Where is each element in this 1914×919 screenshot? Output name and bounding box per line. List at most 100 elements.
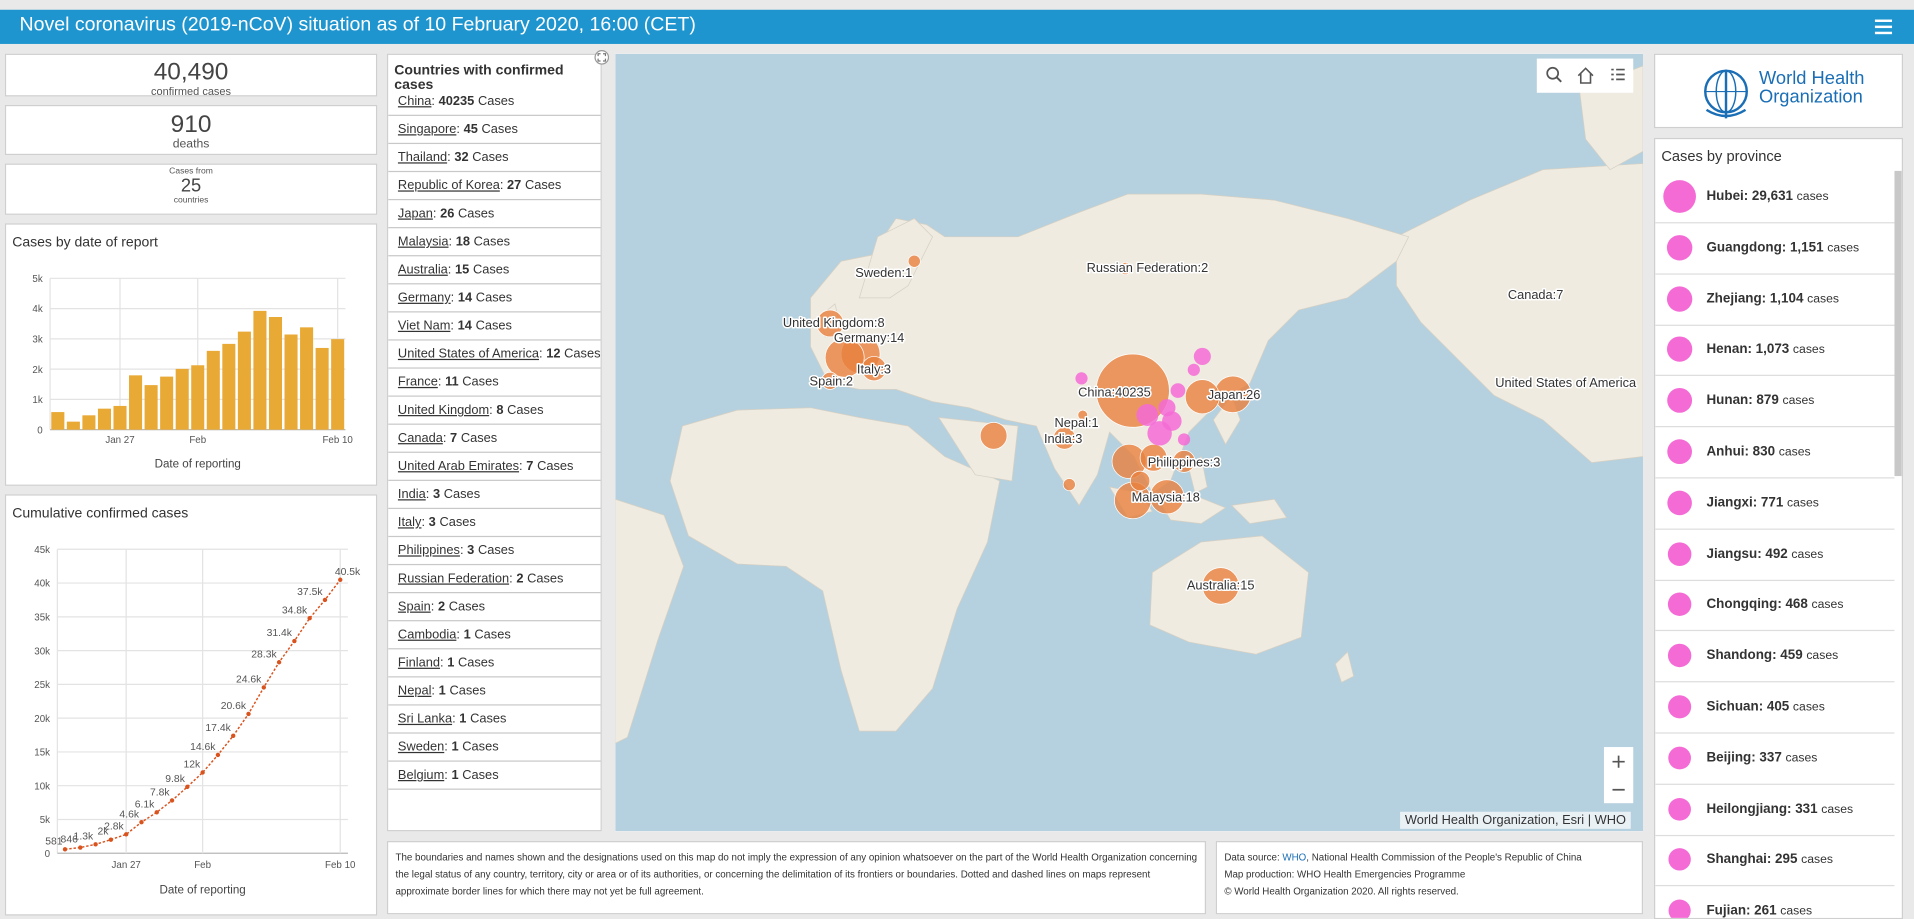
menu-button[interactable] — [1874, 18, 1894, 35]
punct: : — [452, 711, 456, 727]
province-cases: 459 — [1780, 648, 1803, 664]
country-row: Belgium: 1 Cases — [388, 762, 601, 790]
province-name: Chongqing: — [1706, 597, 1782, 613]
province-row: Guangdong: 1,151 cases — [1655, 222, 1895, 275]
bar — [97, 408, 111, 430]
value-label: 2k — [97, 827, 109, 838]
province-name: Anhui: — [1706, 444, 1749, 459]
country-row: Japan: 26 Cases — [388, 200, 601, 229]
country-unit: Cases — [458, 206, 495, 221]
country-link[interactable]: Germany — [397, 290, 451, 306]
bar — [237, 331, 251, 430]
province-circle — [1667, 592, 1692, 617]
country-link[interactable]: Viet Nam — [397, 318, 451, 334]
daily-chart: Cases by date of report 0 1k 2k 3k 4k 5k Jan 27… — [12, 234, 353, 471]
country-link[interactable]: India — [397, 487, 426, 502]
province-dot — [1667, 644, 1692, 668]
country-link[interactable]: United States of America — [397, 346, 539, 362]
country-count: 18 — [455, 234, 471, 250]
province-dot — [1667, 439, 1692, 465]
country-link[interactable]: Canada — [397, 430, 443, 446]
map-label: Germany:14 — [834, 330, 904, 345]
map-label: Philippines:3 — [1148, 454, 1221, 469]
province-row: Chongqing: 468 cases — [1655, 579, 1895, 632]
expand-icon[interactable] — [594, 50, 610, 65]
map-label: Italy:3 — [857, 362, 891, 377]
province-text: Hubei: 29,631 cases — [1706, 171, 1828, 223]
punct: : — [437, 374, 442, 390]
country-unit: Cases — [472, 150, 509, 165]
province-dot — [1668, 899, 1691, 918]
province-unit: cases — [1801, 853, 1834, 868]
country-link[interactable]: Spain — [397, 599, 431, 614]
zoom-out[interactable] — [1604, 775, 1633, 803]
scrollbar[interactable] — [1894, 170, 1902, 477]
country-link[interactable]: Malaysia — [397, 234, 449, 250]
point — [276, 660, 282, 665]
bar — [66, 421, 80, 430]
province-circle — [1663, 180, 1696, 213]
who-link[interactable]: WHO — [1282, 852, 1307, 864]
punct: : — [431, 683, 435, 699]
province-bubble — [1170, 383, 1186, 398]
y-tick-label: 30k — [34, 646, 50, 657]
country-row: Viet Nam: 14 Cases — [388, 312, 601, 341]
country-row: India: 3 Cases — [388, 481, 601, 510]
country-link[interactable]: United Kingdom — [397, 402, 490, 418]
country-link[interactable]: Nepal — [397, 683, 432, 699]
province-text: Sichuan: 405 cases — [1706, 681, 1824, 733]
country-row: China: 40235 Cases — [388, 88, 601, 116]
countries-value: 25 — [180, 175, 202, 197]
country-link[interactable]: Philippines — [397, 543, 460, 558]
country-count: 1 — [459, 711, 467, 727]
value-label: 9.8k — [165, 774, 185, 785]
map-label: Sweden:1 — [855, 265, 912, 280]
map[interactable]: Sweden:1 Russian Federation:2 Canada:7 Unit… — [615, 53, 1644, 832]
province-dot — [1663, 180, 1696, 213]
value-label: 6.1k — [135, 799, 155, 810]
country-link[interactable]: Japan — [397, 206, 433, 221]
legend-button[interactable] — [1603, 59, 1632, 93]
country-link[interactable]: Australia — [397, 262, 448, 278]
country-link[interactable]: Sri Lanka — [397, 711, 453, 727]
country-count: 2 — [437, 599, 446, 614]
country-link[interactable]: Belgium — [397, 767, 445, 783]
province-unit: cases — [1782, 394, 1815, 408]
country-unit: Cases — [527, 571, 564, 586]
province-cases: 468 — [1785, 597, 1808, 613]
country-unit: Cases — [477, 543, 515, 558]
country-bubble — [821, 371, 839, 390]
zoom-in[interactable] — [1604, 747, 1633, 775]
province-circle — [1668, 848, 1691, 872]
punct: : — [444, 739, 448, 755]
value-label: 20.6k — [221, 701, 247, 712]
country-link[interactable]: Italy — [397, 515, 422, 530]
province-row: Jiangxi: 771 cases — [1655, 477, 1895, 530]
country-link[interactable]: Russian Federation — [397, 571, 510, 586]
map-label: Canada:7 — [1508, 287, 1564, 302]
country-row: Singapore: 45 Cases — [388, 116, 601, 145]
country-link[interactable]: Thailand — [397, 150, 448, 165]
point — [292, 638, 297, 644]
country-count: 27 — [507, 178, 522, 193]
search-button[interactable] — [1539, 59, 1568, 93]
country-link[interactable]: Sweden — [397, 739, 445, 755]
punct: : — [432, 206, 437, 221]
point — [93, 842, 98, 847]
country-link[interactable]: Republic of Korea — [397, 178, 500, 193]
country-link[interactable]: Finland — [397, 655, 440, 671]
province-name: Hubei: — [1706, 189, 1749, 204]
province-dot — [1667, 388, 1693, 414]
country-link[interactable]: Singapore — [397, 122, 457, 137]
y-tick-label: 40k — [34, 579, 50, 590]
province-cases: 331 — [1795, 801, 1818, 817]
province-row: Shandong: 459 cases — [1655, 630, 1895, 683]
y-tick-label: 10k — [34, 781, 50, 792]
country-link[interactable]: France — [397, 374, 438, 390]
home-button[interactable] — [1571, 59, 1600, 93]
country-link[interactable]: United Arab Emirates — [397, 458, 520, 474]
country-count: 14 — [457, 290, 473, 306]
country-link[interactable]: Cambodia — [397, 627, 457, 643]
country-link[interactable]: China — [397, 93, 432, 109]
province-unit: cases — [1821, 802, 1854, 817]
